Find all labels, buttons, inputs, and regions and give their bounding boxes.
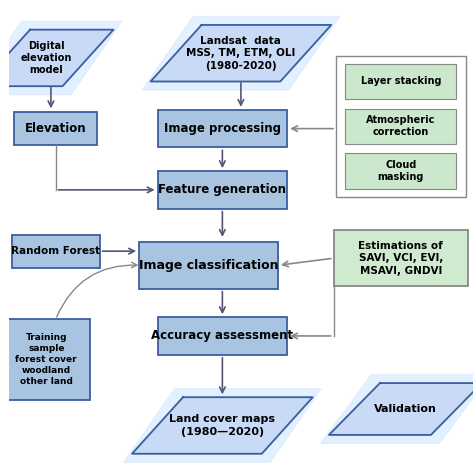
Text: Digital
elevation
model: Digital elevation model [20,41,72,75]
Text: Cloud
masking: Cloud masking [378,160,424,182]
Polygon shape [320,374,474,443]
Polygon shape [0,21,122,95]
Bar [345,154,456,189]
Bar [2,319,91,400]
Polygon shape [0,30,113,86]
Polygon shape [329,383,474,435]
Text: Atmospheric
correction: Atmospheric correction [366,115,436,137]
Bar [14,112,97,145]
Text: Training
sample
forest cover
woodland
other land: Training sample forest cover woodland ot… [16,333,77,386]
Text: Image classification: Image classification [139,259,278,272]
Bar [345,64,456,99]
Bar [11,235,100,268]
Polygon shape [142,17,339,90]
Bar [334,230,468,286]
Text: Elevation: Elevation [25,122,86,135]
Bar [157,171,287,209]
Text: Feature generation: Feature generation [158,183,286,196]
Text: Accuracy assessment: Accuracy assessment [151,329,293,342]
Bar [157,317,287,355]
Bar [336,55,465,197]
Text: Layer stacking: Layer stacking [361,76,441,86]
Bar [139,242,278,289]
Text: Validation: Validation [374,404,437,414]
Bar [157,110,287,147]
Text: Landsat  data
MSS, TM, ETM, OLI
(1980-2020): Landsat data MSS, TM, ETM, OLI (1980-202… [186,36,296,71]
Polygon shape [151,25,331,82]
Text: Random Forest: Random Forest [11,246,100,256]
Text: Estimations of
SAVI, VCI, EVI,
MSAVI, GNDVI: Estimations of SAVI, VCI, EVI, MSAVI, GN… [358,241,443,275]
Bar [345,109,456,144]
Polygon shape [124,389,321,462]
Polygon shape [132,397,313,454]
Text: Image processing: Image processing [164,122,281,135]
Text: Land cover maps
(1980—2020): Land cover maps (1980—2020) [169,414,275,437]
